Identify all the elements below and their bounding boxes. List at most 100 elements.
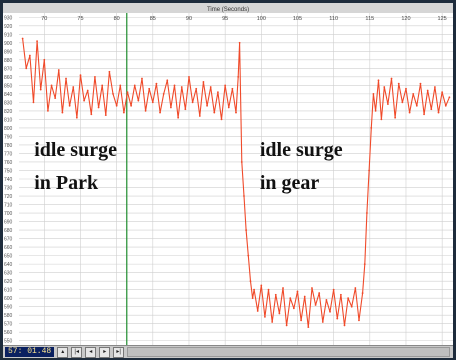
data-point [209, 86, 212, 88]
next-frame-button[interactable]: ▸ [99, 346, 111, 358]
data-point [405, 87, 407, 90]
data-point [321, 321, 324, 323]
y-tick-label: 600 [4, 296, 13, 302]
data-point [354, 287, 357, 289]
data-point [303, 295, 306, 298]
y-tick-label: 930 [4, 15, 13, 21]
data-point [191, 101, 194, 104]
rpm-trace-line [22, 38, 450, 328]
x-tick-label: 105 [293, 16, 302, 22]
x-tick-label: 90 [186, 16, 192, 22]
y-tick-label: 720 [4, 194, 13, 200]
spin-button[interactable]: ▴ [57, 346, 69, 358]
rpm-data-points [21, 37, 451, 329]
y-tick-label: 920 [4, 24, 13, 30]
data-point [184, 108, 187, 111]
data-point [307, 326, 310, 329]
annotation-label: idle surge [34, 139, 117, 161]
y-tick-label: 550 [4, 339, 13, 345]
annotation-label: in Park [34, 172, 99, 194]
data-point [36, 40, 38, 42]
data-point [188, 75, 190, 78]
data-point [238, 41, 241, 44]
data-point [243, 195, 245, 197]
data-point [397, 82, 400, 85]
data-point [213, 111, 216, 114]
data-point [235, 111, 237, 114]
data-point [374, 109, 377, 112]
data-point [271, 321, 274, 323]
data-point [363, 263, 366, 266]
data-point [75, 116, 78, 119]
y-tick-label: 850 [4, 83, 13, 89]
data-point [122, 111, 125, 114]
y-tick-label: 830 [4, 100, 13, 106]
data-point [377, 79, 380, 82]
y-tick-label: 790 [4, 134, 13, 140]
y-tick-label: 730 [4, 186, 13, 192]
y-tick-label: 880 [4, 58, 13, 64]
data-point [412, 92, 415, 95]
annotations: idle surge in Park idle surge in gear [34, 139, 343, 194]
y-tick-label: 740 [4, 177, 13, 183]
x-tick-label: 80 [114, 16, 120, 22]
data-point [423, 113, 425, 116]
data-point [177, 116, 180, 119]
data-point [115, 104, 118, 107]
data-point [387, 103, 389, 105]
playback-bar: 57: 01.48 ▴ |◂ ◂ ▸ ▸| [3, 345, 453, 358]
data-point [336, 317, 339, 320]
data-point [343, 324, 346, 327]
data-point [104, 114, 107, 117]
data-point [112, 92, 114, 95]
data-point [173, 84, 176, 87]
data-point [347, 297, 350, 300]
y-tick-label: 770 [4, 151, 13, 157]
data-point [155, 82, 158, 85]
y-tick-label: 900 [4, 41, 13, 47]
data-point [47, 109, 49, 112]
data-point [206, 104, 208, 107]
x-tick-label: 70 [41, 16, 47, 22]
data-point [358, 319, 360, 322]
first-frame-button[interactable]: |◂ [71, 346, 83, 358]
data-point [339, 293, 342, 296]
data-point [137, 99, 140, 102]
data-point [366, 212, 368, 214]
y-tick-label: 800 [4, 126, 13, 132]
data-point [162, 92, 165, 95]
data-point [311, 287, 313, 289]
data-point [130, 104, 133, 107]
previous-frame-button[interactable]: ◂ [85, 346, 97, 358]
y-tick-label: 710 [4, 203, 13, 209]
x-axis-label: Time (Seconds) [207, 7, 249, 13]
data-point [318, 292, 321, 294]
data-point [408, 111, 411, 114]
data-point [54, 97, 57, 100]
data-point [419, 82, 422, 85]
data-point [166, 79, 169, 82]
data-point [383, 86, 386, 88]
timeline-scrollbar[interactable] [127, 347, 450, 357]
data-point [94, 75, 96, 78]
data-point [119, 84, 122, 87]
last-frame-button[interactable]: ▸| [113, 346, 125, 358]
x-tick-label: 95 [222, 16, 228, 22]
x-tick-label: 120 [401, 16, 410, 22]
data-point [202, 81, 205, 83]
data-point [361, 292, 364, 294]
data-point [251, 297, 254, 300]
data-point [430, 108, 433, 111]
y-tick-label: 640 [4, 262, 13, 268]
data-point [380, 118, 383, 121]
y-tick-label: 650 [4, 254, 13, 260]
data-point [260, 284, 263, 287]
data-point [370, 127, 373, 129]
data-point [57, 69, 60, 71]
plot-panel: 550 560 570 580 590 600 610 620 630 640 650 660 670 6… [3, 3, 453, 345]
data-point [285, 324, 288, 327]
data-point [289, 297, 292, 300]
data-point [159, 111, 161, 114]
y-tick-label: 780 [4, 143, 13, 149]
